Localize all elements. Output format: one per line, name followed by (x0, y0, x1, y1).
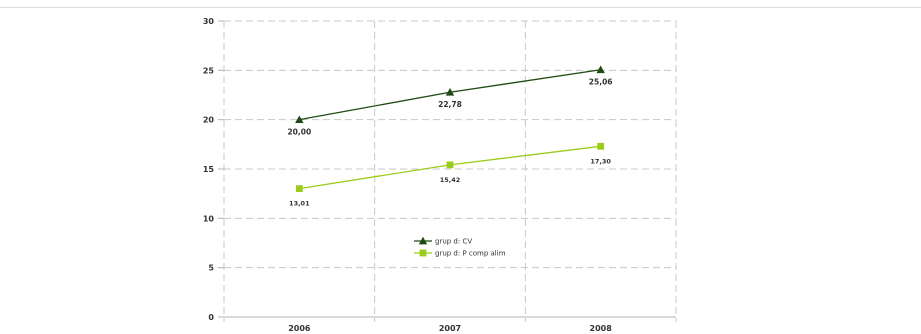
y-tick-label: 25 (203, 66, 215, 75)
legend-item: grup d: CV (414, 236, 472, 246)
data-label: 13,01 (289, 200, 310, 208)
legend-marker (419, 249, 427, 257)
data-label: 20,00 (287, 128, 311, 137)
x-tick-label: 2008 (590, 324, 613, 333)
y-tick-label: 15 (203, 165, 215, 174)
legend-item: grup d: P comp alim (414, 250, 506, 258)
data-point (446, 161, 454, 169)
chart-legend: grup d: CV grup d: P comp alim (414, 236, 506, 258)
data-point (445, 88, 455, 96)
data-point (596, 65, 605, 74)
y-tick-label: 0 (208, 313, 214, 322)
chart-series (295, 65, 605, 193)
data-point (597, 142, 605, 150)
data-label: 15,42 (440, 176, 461, 184)
y-tick-label: 20 (203, 116, 215, 125)
legend-label: grup d: CV (435, 238, 472, 246)
top-separator (0, 7, 921, 8)
x-tick-label: 2006 (288, 324, 311, 333)
y-tick-label: 10 (203, 214, 215, 223)
data-labels: 20,00 22,78 25,06 13,01 15,42 17,30 (287, 78, 612, 208)
y-axis: 0 5 10 15 20 25 30 (203, 17, 224, 322)
chart-grid (223, 20, 677, 322)
legend-marker (418, 236, 428, 245)
data-point (295, 115, 304, 124)
data-label: 17,30 (590, 157, 611, 165)
x-axis: 2006 2007 2008 (224, 316, 676, 333)
x-tick-label: 2007 (439, 324, 461, 333)
data-point (295, 185, 303, 193)
y-tick-label: 30 (203, 17, 215, 26)
legend-label: grup d: P comp alim (435, 250, 506, 258)
y-tick-label: 5 (208, 264, 214, 273)
data-label: 22,78 (438, 100, 462, 109)
data-label: 25,06 (589, 78, 613, 87)
